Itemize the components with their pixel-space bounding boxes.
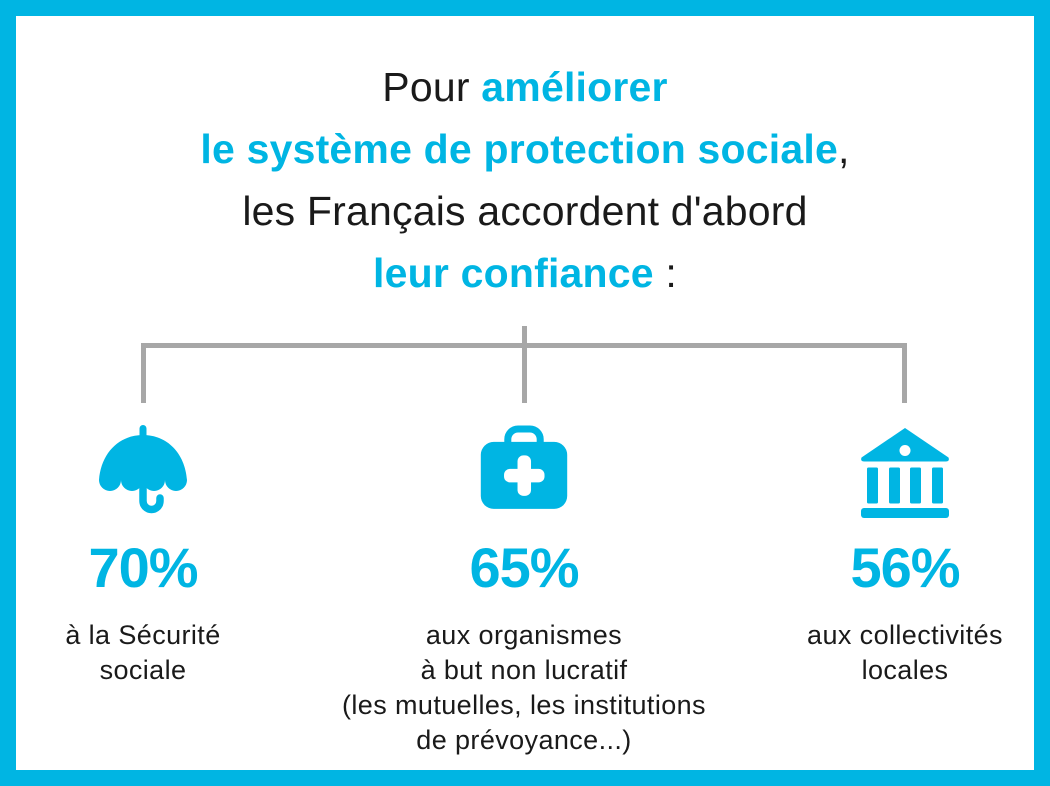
title-line-3: les Français accordent d'abord [0,180,1050,242]
connector-horizontal [141,343,907,348]
title-segment: les Français accordent d'abord [242,188,808,234]
title-segment-accent: améliorer [481,64,668,110]
connector-drop-center [522,346,527,403]
connector-drop-right [902,346,907,403]
first-aid-kit-icon [470,420,578,520]
percentage-label: aux organismes à but non lucratif (les m… [342,620,706,755]
title-segment: Pour [382,64,482,110]
title-line-1: Pour améliorer [0,56,1050,118]
title-segment-accent: le système de protection sociale [200,126,838,172]
bank-building-icon [855,420,955,520]
column-organismes-non-lucratif: 65% aux organismes à but non lucratif (l… [314,420,734,758]
percentage-value: 65% [469,536,579,599]
title-segment-accent: leur confiance [373,250,654,296]
percentage-value: 70% [88,536,198,599]
title-segment: , [838,126,850,172]
page-title: Pour améliorer le système de protection … [0,56,1050,304]
title-line-4: leur confiance : [0,242,1050,304]
column-collectivites-locales: 56% aux collectivités locales [760,420,1050,688]
umbrella-icon [93,420,193,520]
title-line-2: le système de protection sociale, [0,118,1050,180]
column-securite-sociale: 70% à la Sécurité sociale [23,420,263,688]
connector-stem [522,326,527,347]
percentage-value: 56% [850,536,960,599]
percentage-label: aux collectivités locales [807,620,1003,685]
percentage-label: à la Sécurité sociale [65,620,221,685]
connector-drop-left [141,346,146,403]
title-segment: : [653,250,677,296]
